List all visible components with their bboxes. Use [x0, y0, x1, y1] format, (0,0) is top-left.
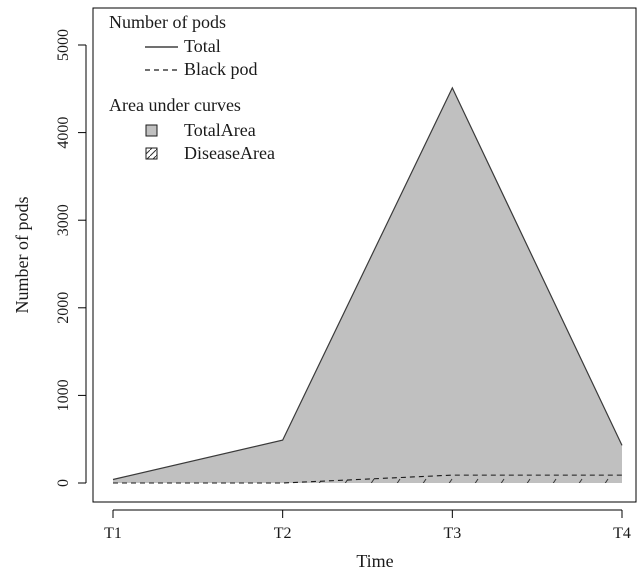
total-area-fill — [113, 87, 622, 483]
y-axis: 0 1000 2000 3000 4000 5000 — [55, 29, 87, 487]
y-tick-label-5000: 5000 — [55, 29, 72, 61]
legend-hatched-box-icon — [145, 147, 158, 160]
y-tick-label-3000: 3000 — [55, 204, 72, 236]
series-line-total — [112, 86, 623, 481]
data-layer — [112, 86, 623, 484]
x-tick-label-T2: T2 — [274, 525, 292, 542]
y-tick-label-1000: 1000 — [55, 379, 72, 411]
plot-box — [92, 7, 637, 503]
disease-area-fill — [113, 475, 622, 483]
legend: Number of pods Total Black pod Area unde… — [109, 12, 275, 163]
y-tick-label-0: 0 — [55, 479, 72, 487]
legend-label-totalarea: TotalArea — [184, 120, 256, 140]
x-axis: T1 T2 T3 T4 — [104, 509, 631, 542]
legend-label-diseasearea: DiseaseArea — [184, 143, 275, 163]
series-line-black-pod — [113, 474, 622, 484]
x-tick-label-T4: T4 — [613, 525, 631, 542]
x-axis-label: Time — [356, 551, 393, 571]
legend-label-total: Total — [184, 36, 221, 56]
x-tick-label-T1: T1 — [104, 525, 122, 542]
legend-title-pods: Number of pods — [109, 12, 226, 32]
y-axis-label: Number of pods — [12, 197, 32, 314]
legend-title-area: Area under curves — [109, 95, 241, 115]
x-tick-label-T3: T3 — [443, 525, 461, 542]
y-tick-label-2000: 2000 — [55, 292, 72, 324]
y-tick-label-4000: 4000 — [55, 117, 72, 149]
legend-label-black-pod: Black pod — [184, 59, 258, 79]
legend-grey-box-icon — [145, 124, 158, 137]
